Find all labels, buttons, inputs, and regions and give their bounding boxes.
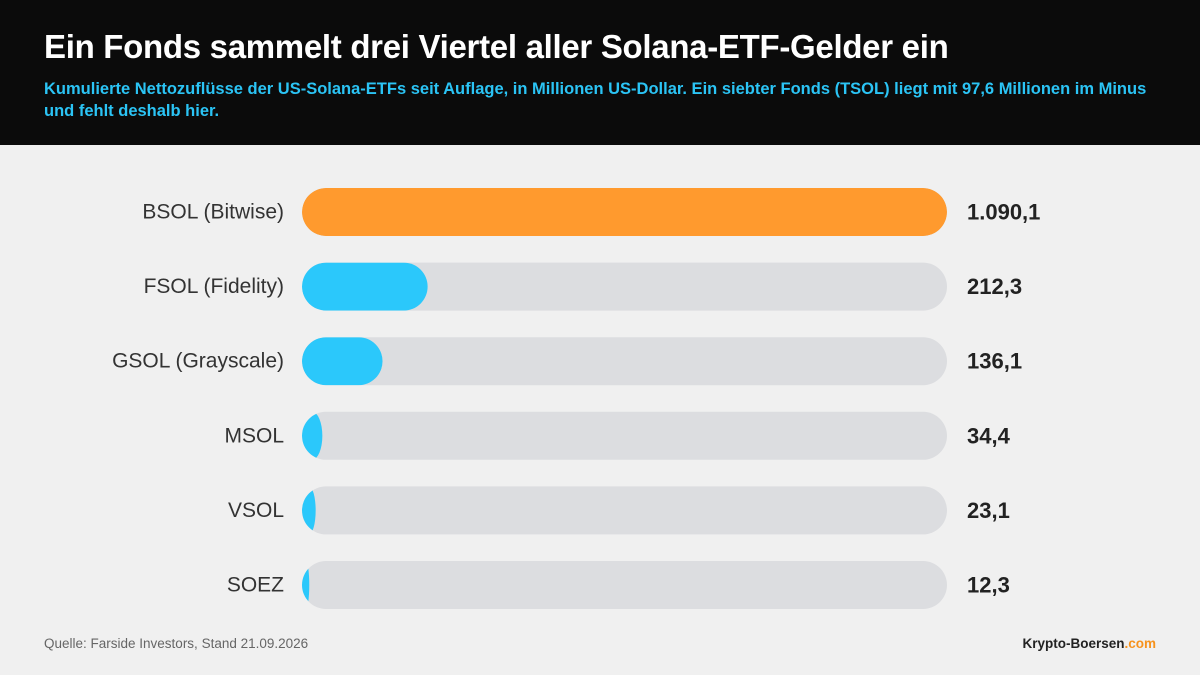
bar-track bbox=[302, 262, 947, 311]
bar bbox=[302, 411, 323, 460]
chart-subtitle: Kumulierte Nettozuflüsse der US-Solana-E… bbox=[44, 80, 1147, 120]
bar-track bbox=[302, 337, 947, 386]
value-label: 12,3 bbox=[967, 573, 1010, 598]
brand-logo: Krypto-Boersen.com bbox=[1022, 636, 1156, 651]
bar-chart: BSOL (Bitwise) 1.090,1 FSOL (Fidelity) 212,… bbox=[112, 188, 1040, 609]
bar bbox=[302, 561, 310, 609]
category-label: SOEZ bbox=[227, 574, 284, 597]
category-label: MSOL bbox=[224, 424, 284, 447]
value-label: 136,1 bbox=[967, 349, 1022, 374]
value-label: 34,4 bbox=[967, 423, 1011, 448]
category-label: BSOL (Bitwise) bbox=[142, 201, 284, 224]
bar bbox=[302, 337, 383, 386]
bar bbox=[302, 188, 947, 236]
source-note: Quelle: Farside Investors, Stand 21.09.2… bbox=[44, 636, 309, 651]
category-label: VSOL bbox=[228, 499, 284, 522]
brand-suffix: .com bbox=[1124, 636, 1156, 651]
category-label: GSOL (Grayscale) bbox=[112, 350, 284, 373]
category-label: FSOL (Fidelity) bbox=[144, 275, 284, 298]
brand-name: Krypto-Boersen bbox=[1022, 636, 1125, 651]
bar-track bbox=[302, 486, 947, 535]
bar-track bbox=[302, 411, 947, 460]
chart-title: Ein Fonds sammelt drei Viertel aller Sol… bbox=[44, 28, 949, 65]
value-label: 1.090,1 bbox=[967, 200, 1040, 225]
header-banner: Ein Fonds sammelt drei Viertel aller Sol… bbox=[0, 0, 1200, 145]
bar-track bbox=[302, 561, 947, 609]
value-label: 23,1 bbox=[967, 498, 1010, 523]
value-label: 212,3 bbox=[967, 274, 1022, 299]
bar bbox=[302, 486, 316, 535]
bar bbox=[302, 262, 428, 311]
